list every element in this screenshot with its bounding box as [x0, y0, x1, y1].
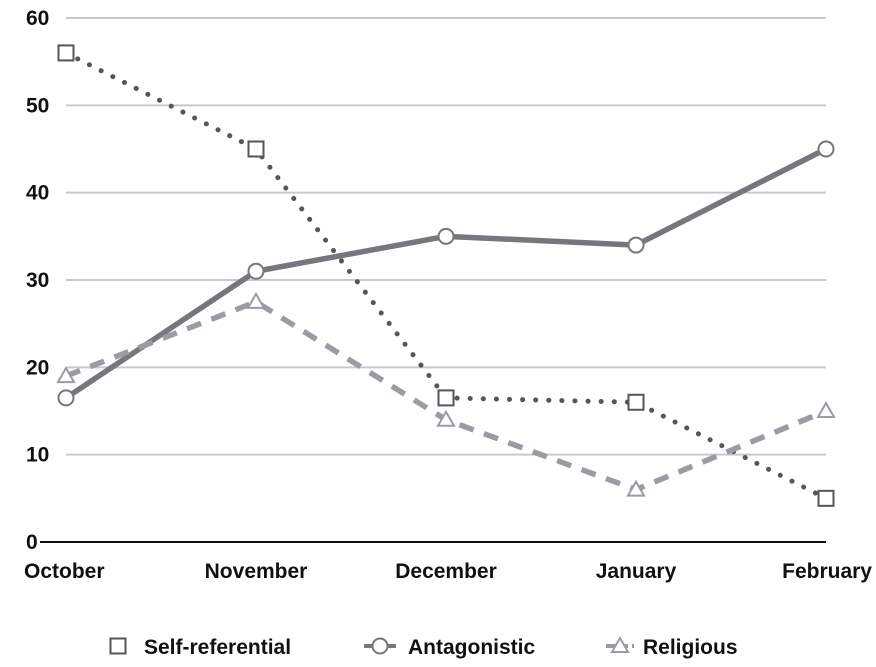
legend-circle-icon — [371, 637, 389, 655]
point-religious — [56, 366, 76, 384]
point-antagonistic — [817, 140, 835, 158]
point-religious — [626, 479, 646, 497]
point-self-referential — [57, 44, 75, 62]
point-antagonistic — [247, 262, 265, 280]
x-tick-label: November — [205, 560, 308, 583]
point-antagonistic — [627, 236, 645, 254]
legend-label: Religious — [643, 636, 738, 659]
grid-lines — [66, 17, 826, 456]
point-self-referential — [627, 393, 645, 411]
point-self-referential — [437, 389, 455, 407]
legend-label: Antagonistic — [408, 636, 535, 659]
y-tick-label: 60 — [26, 7, 49, 30]
legend-item-self-referential: Self-referential — [109, 636, 291, 659]
point-antagonistic — [437, 227, 455, 245]
series-lines — [63, 50, 829, 501]
legend: Self-referential Antagonistic Religious — [109, 635, 738, 659]
axes: 0 10 20 30 40 50 60 October November December Janu… — [24, 7, 872, 583]
series-markers — [56, 44, 836, 507]
legend-square-icon — [109, 637, 127, 655]
legend-label: Self-referential — [144, 636, 291, 659]
y-tick-label: 40 — [26, 182, 49, 205]
legend-item-religious: Religious — [606, 635, 738, 659]
y-tick-label: 0 — [26, 531, 38, 554]
x-tick-label: January — [596, 560, 677, 583]
series-line-antagonistic — [63, 146, 829, 401]
point-religious — [246, 291, 266, 309]
legend-triangle-icon — [610, 635, 630, 653]
y-tick-label: 10 — [26, 444, 49, 467]
x-tick-label: October — [24, 560, 105, 583]
point-antagonistic — [57, 389, 75, 407]
point-self-referential — [247, 140, 265, 158]
x-tick-label: February — [782, 560, 872, 583]
y-tick-label: 50 — [26, 94, 49, 117]
legend-item-antagonistic: Antagonistic — [364, 636, 535, 659]
x-tick-label: December — [395, 560, 497, 583]
point-self-referential — [817, 489, 835, 507]
point-religious — [816, 400, 836, 418]
point-religious — [436, 409, 456, 427]
y-tick-label: 20 — [26, 356, 49, 379]
y-tick-label: 30 — [26, 269, 49, 292]
series-line-self-referential — [63, 50, 829, 501]
